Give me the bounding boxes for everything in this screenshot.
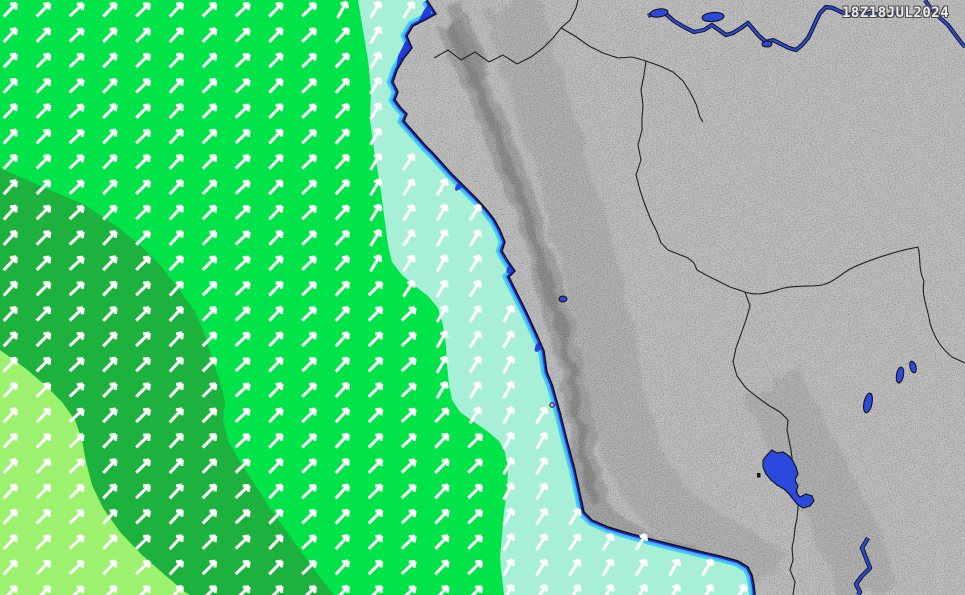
country-borders [433, 0, 965, 595]
river [647, 5, 901, 52]
coastline [392, 0, 756, 595]
lake-titicaca [762, 449, 815, 509]
country-border [560, 27, 704, 123]
lake-islet [757, 473, 761, 478]
country-border [744, 246, 965, 364]
rivers [647, 0, 965, 595]
lake [649, 8, 669, 18]
lakes [549, 8, 917, 509]
country-border [433, 0, 579, 65]
lake [701, 11, 725, 23]
country-border [635, 60, 746, 293]
lake [761, 40, 773, 48]
coastal-island [549, 402, 555, 408]
country-border [732, 291, 799, 595]
river [924, 0, 965, 48]
lake [895, 366, 905, 384]
lake [909, 360, 917, 374]
lake [863, 392, 873, 414]
river [854, 537, 872, 595]
timestamp-label: 18Z18JUL2024 [842, 5, 950, 21]
lake [558, 295, 568, 303]
